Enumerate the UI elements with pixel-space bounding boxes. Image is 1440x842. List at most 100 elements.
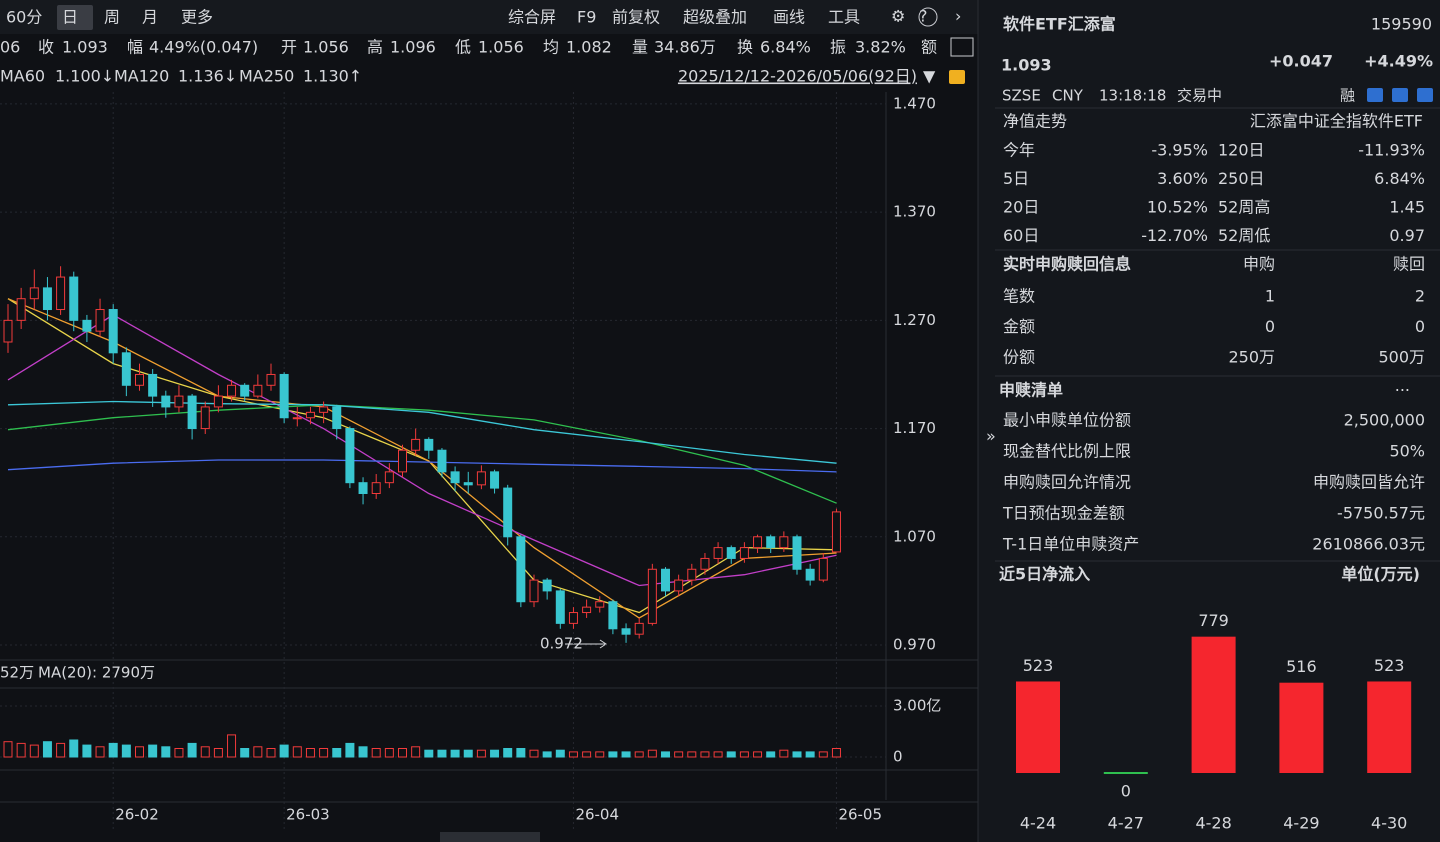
quote-label: 幅 [127,38,143,57]
volume-bar [647,749,657,758]
candle-body [621,628,631,635]
quote-meta: 交易中 [1177,87,1222,105]
volume-bar [108,742,118,758]
ma-line [7,400,837,464]
y-tick-label: 1.170 [893,419,936,437]
flow-value-label: 779 [1198,611,1229,630]
candle-body [148,373,158,397]
ma-line [7,459,837,473]
volume-bar [753,751,763,758]
scrollbar[interactable] [440,832,540,842]
volume-bar [332,748,342,758]
volume-bar [398,748,407,758]
period-button[interactable]: 日 [62,8,78,27]
candle-body [174,395,184,408]
quote-label: 换 [737,38,753,57]
quote-label: 收 [38,38,54,57]
quote-value: 1.082 [566,38,612,57]
perf-label: 120日 [1218,141,1265,160]
realtime-title: 实时申购赎回信息 [1003,255,1131,274]
margin-tag: 融 [1340,87,1355,105]
date-range[interactable]: 2025/12/12-2026/05/06(92日) [678,67,917,86]
quote-label: 高 [367,38,383,57]
candle-body [29,287,39,300]
flow-value-label: 523 [1023,656,1054,675]
realtime-label: 份额 [1003,348,1035,367]
period-button[interactable]: 月 [142,8,158,27]
volume-bar [490,749,500,758]
flow-value-label: 0 [1121,782,1131,801]
period-button[interactable]: 周 [104,8,120,27]
tool-button[interactable]: 前复权 [612,8,660,27]
x-tick-label: 26-03 [286,806,330,824]
tool-button[interactable]: 超级叠加 [683,8,747,27]
candle-body [424,438,434,451]
tool-button[interactable]: 工具 [828,8,860,27]
panel-icon[interactable] [1367,88,1383,102]
candle-body [555,590,565,624]
volume-bar [56,742,66,758]
quote-value: 4.49%(0.047) [149,38,258,57]
candle-body [595,601,605,608]
settings-icon[interactable]: ⚙ [891,7,905,26]
volume-bar [16,742,26,758]
volume-title: 52万 [0,664,34,682]
candle-body [647,568,657,624]
candle-body [384,471,394,484]
panel-icon[interactable] [1392,88,1408,102]
list-more[interactable]: ··· [1395,381,1410,400]
ma-label: MA120 [114,67,169,86]
x-tick-label: 26-02 [115,806,159,824]
list-label: 最小申赎单位份额 [1003,411,1131,430]
candle-body [476,471,486,486]
candle-body [713,547,723,559]
wp-icon[interactable] [950,37,974,57]
x-tick-label: 4-28 [1195,814,1231,833]
quote-meta: CNY [1052,87,1084,105]
volume-bar [805,751,815,758]
dropdown-icon[interactable]: ▼ [923,67,936,86]
candle-body [16,298,26,321]
tool-button[interactable]: F9 [577,8,596,27]
lock-icon[interactable] [949,70,965,84]
next-icon[interactable]: › [955,7,961,26]
x-tick-label: 4-24 [1020,814,1056,833]
period-button[interactable]: 更多 [181,8,213,27]
perf-value: 6.84% [1374,169,1425,188]
ma-label: MA250 [239,67,294,86]
list-value: 申购赎回皆允许 [1313,473,1425,492]
period-button[interactable]: 60分 [6,8,42,27]
perf-label: 今年 [1003,141,1035,160]
candle-body [358,482,368,495]
volume-bar [726,751,736,758]
candle-body [398,449,407,473]
flow-title: 近5日净流入 [999,565,1090,584]
candle-body [279,373,289,419]
volume-bar [213,748,223,758]
candle-body [108,309,118,354]
volume-bar [516,748,526,758]
candle-body [121,352,131,386]
volume-bar [463,749,473,758]
tool-button[interactable]: 综合屏 [508,8,556,27]
volume-bar [292,746,302,758]
panel-icon[interactable] [1417,88,1433,102]
list-label: T-1日单位申赎资产 [1002,535,1139,554]
quote-meta: SZSE [1002,87,1041,105]
candle-body [95,309,105,332]
volume-bar [529,749,539,758]
perf-label: 20日 [1003,198,1039,217]
list-title: 申赎清单 [999,381,1063,400]
volume-bar [279,744,289,758]
collapse-icon[interactable]: » [986,427,996,446]
volume-bar [253,746,263,758]
low-arrow-head [599,639,607,649]
price-change: +0.047 [1269,52,1333,71]
help-icon[interactable]: ? [919,7,928,26]
candle-body [739,547,749,559]
candle-body [305,411,315,419]
candle-body [700,557,710,570]
tool-button[interactable]: 画线 [773,8,805,27]
candle-body [661,568,670,592]
candle-body [187,395,197,430]
